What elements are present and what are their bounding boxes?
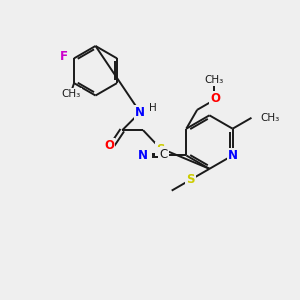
Text: CH₃: CH₃ [205, 75, 224, 85]
Text: O: O [215, 74, 223, 84]
Text: H: H [149, 103, 157, 113]
Text: O: O [210, 92, 220, 105]
Text: CH₃: CH₃ [61, 89, 81, 99]
Text: N: N [135, 106, 145, 119]
Text: CH₃: CH₃ [260, 113, 280, 123]
Text: N: N [228, 149, 238, 162]
Text: O: O [104, 139, 114, 152]
Text: F: F [60, 50, 68, 63]
Text: C: C [159, 148, 168, 161]
Text: N: N [138, 149, 148, 162]
Text: S: S [156, 142, 164, 155]
Text: S: S [186, 173, 195, 186]
